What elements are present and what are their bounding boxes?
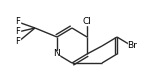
Text: Cl: Cl — [83, 17, 91, 26]
Text: F: F — [16, 27, 20, 36]
Bar — [83, 19, 91, 25]
Text: F: F — [16, 17, 20, 26]
Bar — [16, 29, 20, 35]
Bar — [16, 39, 20, 45]
Bar — [16, 19, 20, 25]
Text: N: N — [54, 50, 60, 59]
Bar — [55, 51, 59, 57]
Bar — [128, 43, 136, 49]
Text: Br: Br — [127, 42, 137, 51]
Text: F: F — [16, 37, 20, 47]
